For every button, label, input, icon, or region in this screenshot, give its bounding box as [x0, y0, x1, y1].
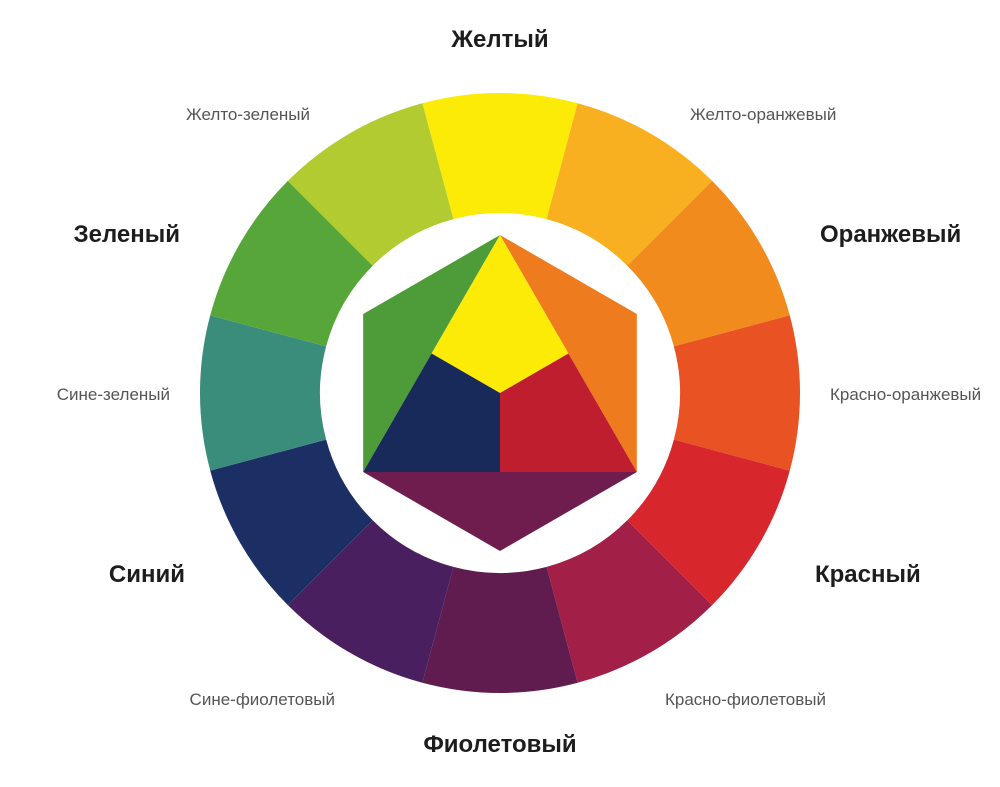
label-blue_violet: Сине-фиолетовый [190, 690, 335, 710]
label-green: Зеленый [74, 221, 180, 249]
label-yellow_green: Желто-зеленый [186, 105, 310, 125]
label-violet: Фиолетовый [0, 731, 1000, 759]
secondary-violet [363, 472, 637, 551]
label-blue: Синий [109, 561, 185, 589]
label-orange: Оранжевый [820, 221, 961, 249]
label-yellow_orange: Желто-оранжевый [690, 105, 836, 125]
label-red_orange: Красно-оранжевый [830, 385, 981, 405]
label-yellow: Желтый [0, 26, 1000, 54]
color-wheel-diagram: Желтый Желто-зеленый Желто-оранжевый Зелены… [0, 0, 1000, 787]
label-red: Красный [815, 561, 921, 589]
label-blue_green: Сине-зеленый [57, 385, 170, 405]
label-red_violet: Красно-фиолетовый [665, 690, 826, 710]
